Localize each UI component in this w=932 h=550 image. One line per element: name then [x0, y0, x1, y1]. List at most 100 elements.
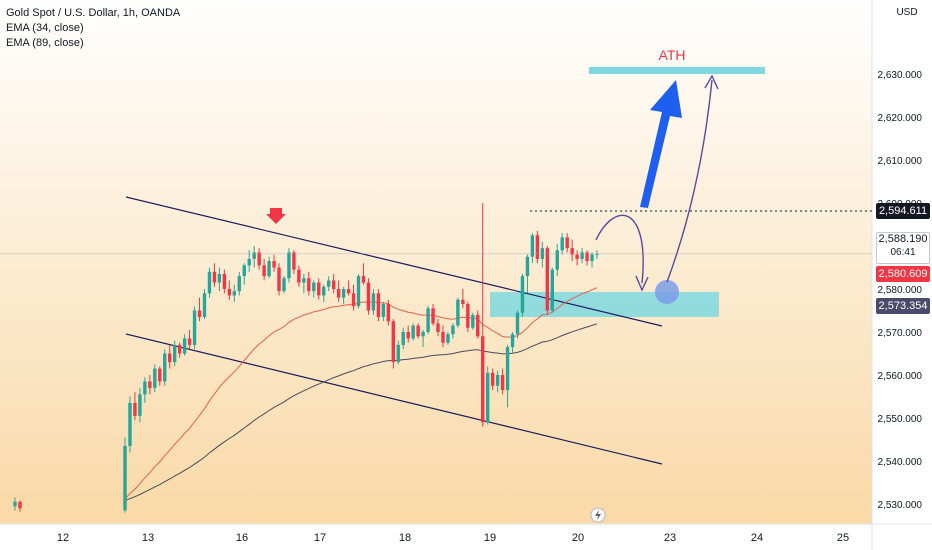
candle-body — [416, 325, 420, 337]
candle-body — [560, 237, 564, 251]
candle-body — [158, 368, 162, 382]
x-tick-label: 24 — [751, 532, 763, 544]
support-zone[interactable] — [490, 280, 719, 317]
x-tick-label: 18 — [399, 532, 411, 544]
candle-body — [227, 289, 232, 296]
annotations[interactable] — [266, 74, 719, 523]
ema-lines — [124, 287, 598, 502]
candle-body — [555, 250, 559, 270]
ema89-line — [124, 323, 598, 502]
candle-body — [312, 282, 316, 292]
level-price-tag: 2,594.611 — [876, 203, 930, 219]
candle-body — [237, 276, 241, 292]
candle-body — [515, 312, 520, 335]
ema34-price-tag: 2,580.609 — [876, 266, 930, 282]
legend-ema34[interactable]: EMA (34, close) — [6, 22, 84, 34]
ath-zone[interactable] — [589, 67, 765, 74]
candle-body — [341, 289, 346, 298]
candle-body — [257, 252, 261, 266]
channel-upper-line — [125, 196, 663, 327]
flash-icon-glyph — [595, 510, 601, 520]
candle-body — [471, 314, 475, 328]
y-tick-label: 2,540.000 — [878, 457, 923, 468]
candle-body — [585, 252, 589, 262]
candle-body — [381, 304, 386, 317]
price-tag-lines — [0, 210, 872, 255]
last-price-tag: 2,588.190 06:41 — [876, 232, 930, 264]
candle-body — [302, 278, 306, 283]
candle-body — [202, 293, 207, 317]
down-marker-arrow — [266, 208, 286, 224]
candle-body — [267, 261, 271, 277]
candle-body — [317, 282, 321, 296]
target-circle — [655, 280, 679, 304]
support-zone-rect — [490, 292, 719, 317]
candle-body — [287, 252, 291, 279]
candles — [13, 203, 599, 513]
candle-body — [272, 261, 276, 268]
y-tick-label: 2,610.000 — [878, 156, 923, 167]
candle-body — [346, 289, 351, 294]
candle-body — [336, 289, 341, 298]
candle-body — [282, 278, 286, 292]
x-tick-label: 23 — [664, 532, 676, 544]
trend-lines[interactable] — [125, 196, 663, 465]
x-axis-labels: 12 13 16 17 18 19 20 23 24 25 — [57, 532, 849, 544]
y-tick-label: 2,560.000 — [878, 371, 923, 382]
x-tick-label: 20 — [572, 532, 584, 544]
candle-body — [207, 271, 212, 294]
candle-body — [163, 353, 167, 382]
candle-body — [461, 299, 465, 305]
legend-ema89[interactable]: EMA (89, close) — [6, 37, 84, 49]
candle-body — [411, 325, 415, 339]
candle-body — [177, 344, 182, 354]
candle-body — [545, 248, 550, 311]
ema34-line — [124, 287, 598, 500]
candle-body — [590, 254, 594, 262]
candle-body — [401, 332, 405, 345]
y-tick-label: 2,580.000 — [878, 285, 923, 296]
candle-body — [168, 353, 172, 363]
candle-body — [485, 372, 490, 423]
candle-body — [351, 293, 356, 307]
candle-body — [128, 402, 132, 446]
breakout-arrow — [640, 80, 682, 208]
candle-body — [451, 325, 455, 335]
candle-body — [595, 253, 599, 255]
candle-body — [123, 445, 127, 511]
candle-body — [371, 293, 376, 311]
candle-body — [456, 299, 460, 326]
candle-body — [172, 344, 177, 363]
candle-body — [570, 248, 574, 255]
y-tick-label: 2,530.000 — [878, 500, 923, 511]
candle-body — [376, 293, 381, 317]
ath-zone-rect — [589, 67, 765, 74]
candle-body — [476, 314, 480, 337]
candle-body — [446, 334, 450, 343]
candle-body — [550, 269, 554, 311]
candle-body — [495, 375, 500, 386]
candle-body — [436, 323, 440, 332]
candle-body — [252, 252, 256, 259]
channel-lower-line — [125, 333, 663, 465]
candle-body — [525, 256, 530, 277]
x-tick-label: 17 — [314, 532, 326, 544]
candle-body — [297, 269, 301, 283]
candle-body — [391, 321, 395, 363]
candle-countdown: 06:41 — [890, 247, 916, 258]
candle-body — [396, 344, 400, 363]
time-scale-background[interactable] — [0, 524, 872, 550]
candle-body — [406, 332, 410, 339]
candle-body — [441, 332, 445, 343]
candle-body — [247, 258, 251, 266]
candle-body — [133, 402, 137, 416]
candle-body — [13, 501, 17, 507]
currency-label[interactable]: USD — [896, 7, 918, 18]
candle-body — [222, 273, 227, 289]
candle-body — [530, 235, 535, 257]
y-tick-label: 2,570.000 — [878, 328, 923, 339]
legend-symbol[interactable]: Gold Spot / U.S. Dollar, 1h, OANDA — [6, 7, 181, 19]
candle-body — [262, 265, 266, 277]
candle-body — [421, 332, 425, 337]
